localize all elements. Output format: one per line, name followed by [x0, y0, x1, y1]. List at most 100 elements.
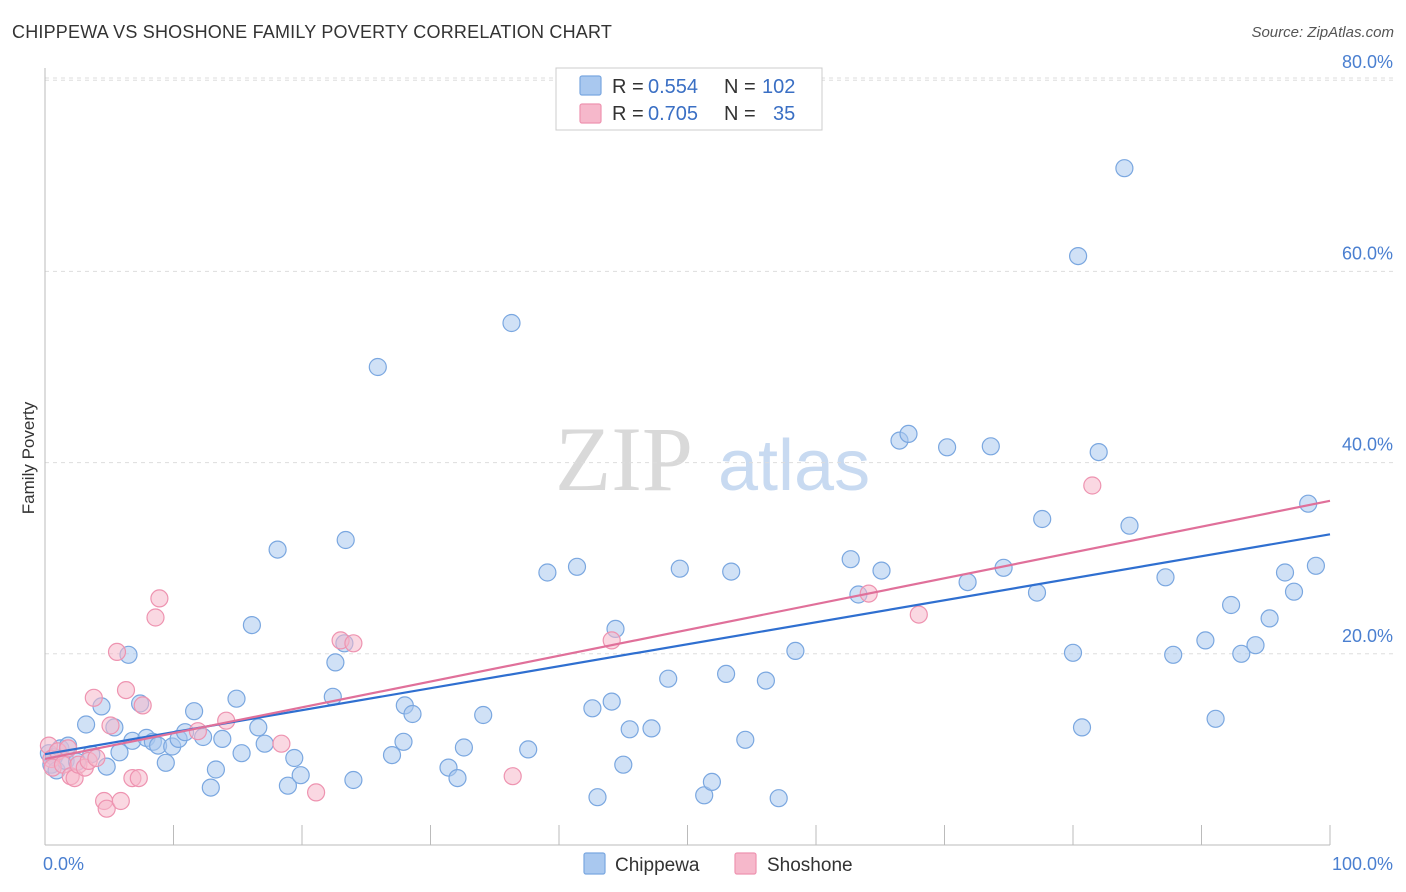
data-point-chippewa [291, 766, 310, 785]
data-point-shoshone [107, 642, 127, 662]
legend-n-label-chippewa: N = [724, 76, 756, 98]
data-point-chippewa [474, 705, 493, 725]
data-point-chippewa [716, 664, 736, 684]
data-point-chippewa [841, 550, 860, 569]
data-point-shoshone [101, 716, 120, 735]
trendlines [44, 499, 1331, 761]
bottom-legend-label-chippewa: Chippewa [615, 855, 700, 876]
data-point-chippewa [937, 438, 957, 457]
data-point-chippewa [519, 740, 538, 759]
data-point-chippewa [567, 557, 587, 576]
x-tick-label: 0.0% [43, 854, 84, 874]
data-point-chippewa [702, 772, 722, 792]
data-point-chippewa [872, 561, 891, 580]
legend-swatch-chippewa [579, 75, 602, 96]
data-point-chippewa [1068, 247, 1088, 266]
data-point-shoshone [503, 767, 522, 786]
data-point-chippewa [538, 563, 557, 582]
data-point-chippewa [336, 530, 355, 550]
data-point-shoshone [146, 608, 165, 627]
y-tick-label: 80.0% [1342, 52, 1393, 72]
data-point-chippewa [1260, 609, 1279, 628]
data-point-shoshone [97, 799, 116, 818]
legend-r-value-chippewa: 0.554 [648, 76, 698, 98]
data-point-chippewa [255, 734, 274, 753]
data-point-chippewa [326, 653, 345, 672]
data-point-chippewa [268, 540, 287, 559]
data-point-chippewa [448, 768, 467, 788]
data-point-shoshone [344, 634, 363, 653]
y-axis-label: Family Poverty [19, 401, 38, 514]
data-point-chippewa [1027, 583, 1047, 602]
data-point-chippewa [1221, 595, 1241, 615]
data-point-chippewa [1232, 644, 1251, 663]
data-point-shoshone [116, 680, 136, 700]
data-point-chippewa [1120, 516, 1139, 535]
legend-n-value-shoshone: 35 [773, 103, 795, 125]
data-point-shoshone [133, 696, 152, 715]
data-point-chippewa [1115, 159, 1134, 178]
watermark-atlas: atlas [718, 426, 870, 506]
data-point-shoshone [129, 768, 148, 788]
data-point-chippewa [201, 778, 220, 797]
data-point-chippewa [1072, 718, 1092, 737]
data-point-chippewa [786, 641, 805, 661]
legend-n-value-chippewa: 102 [762, 76, 795, 98]
data-point-chippewa [227, 689, 246, 708]
data-point-chippewa [981, 437, 1000, 456]
data-point-chippewa [344, 770, 363, 790]
data-point-chippewa [1033, 509, 1052, 529]
data-point-chippewa [76, 715, 96, 734]
data-point-chippewa [1156, 568, 1175, 587]
data-point-shoshone [150, 589, 169, 608]
y-tick-labels: 20.0% 40.0% 60.0% 80.0% [1342, 52, 1393, 646]
data-point-chippewa [1196, 631, 1215, 650]
axes [44, 68, 1331, 846]
data-point-chippewa [1246, 636, 1265, 655]
bottom-legend-label-shoshone: Shoshone [767, 855, 853, 876]
top-legend: R = 0.554 N = 102 R = 0.705 N = 35 [555, 67, 823, 131]
data-point-chippewa [614, 755, 633, 774]
data-point-chippewa [368, 357, 387, 377]
data-point-shoshone [307, 783, 326, 802]
data-point-chippewa [249, 718, 268, 737]
x-tick-labels: 0.0% 100.0% [43, 854, 1393, 874]
x-tick-label: 100.0% [1332, 854, 1393, 874]
data-point-shoshone [111, 791, 130, 811]
data-point-chippewa [620, 720, 639, 739]
data-point-chippewa [958, 572, 977, 592]
data-point-chippewa [602, 692, 621, 711]
data-point-chippewa [285, 748, 304, 768]
data-point-chippewa [1275, 563, 1295, 582]
data-point-chippewa [278, 776, 297, 795]
data-point-shoshone [909, 605, 928, 624]
data-point-chippewa [156, 753, 175, 772]
data-point-chippewa [1206, 709, 1225, 728]
data-point-chippewa [583, 699, 602, 718]
data-point-chippewa [695, 786, 714, 805]
data-point-chippewa [1089, 443, 1108, 462]
data-point-shoshone [87, 748, 106, 768]
data-point-chippewa [722, 562, 741, 581]
data-point-chippewa [756, 671, 776, 690]
data-point-chippewa [670, 559, 689, 578]
data-point-shoshone [1083, 476, 1102, 495]
data-point-chippewa [213, 729, 232, 749]
legend-r-label-chippewa: R = [612, 76, 644, 98]
data-point-chippewa [899, 424, 918, 443]
watermark-zip: ZIP [555, 408, 693, 510]
data-point-chippewa [454, 738, 473, 757]
data-point-chippewa [403, 704, 422, 724]
data-point-chippewa [242, 615, 261, 635]
data-point-chippewa [642, 719, 661, 738]
data-point-chippewa [502, 313, 521, 333]
data-point-shoshone [84, 688, 103, 707]
bottom-legend-swatch-shoshone [734, 852, 757, 875]
legend-swatch-shoshone [579, 103, 602, 124]
data-point-chippewa [232, 744, 251, 763]
watermark: ZIP atlas [555, 408, 870, 510]
data-point-chippewa [736, 730, 755, 749]
data-point-chippewa [394, 732, 413, 751]
y-tick-label: 20.0% [1342, 626, 1393, 646]
